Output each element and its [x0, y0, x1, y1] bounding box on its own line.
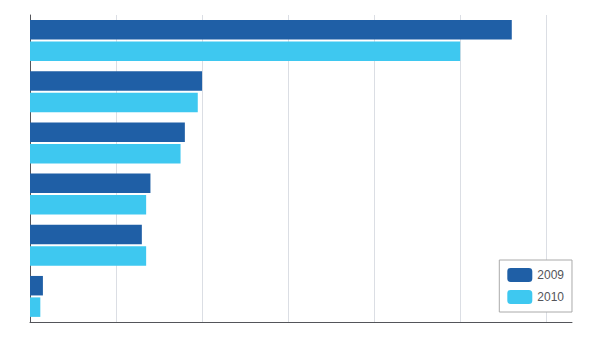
svg-text:2009: 2009 [537, 268, 564, 282]
svg-text:2010: 2010 [537, 290, 564, 304]
